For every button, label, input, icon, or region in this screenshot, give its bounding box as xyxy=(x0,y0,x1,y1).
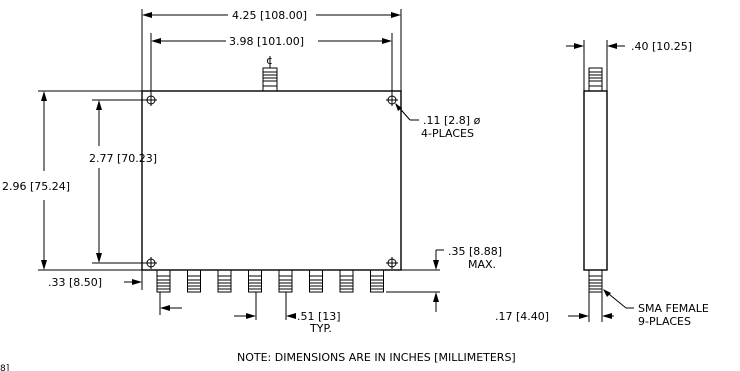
side-connector-bottom xyxy=(588,269,603,293)
sma-connector-top xyxy=(262,67,278,92)
side-offset-label: .17 [4.40] xyxy=(495,310,549,323)
mounting-hole-top-right xyxy=(386,94,398,106)
thickness-label: .40 [10.25] xyxy=(631,40,692,53)
connector-pitch-label: .51 [13] xyxy=(297,310,341,323)
hole-count-label: 4-PLACES xyxy=(421,127,474,140)
hole-spacing-height-label: 2.77 [70.23] xyxy=(89,152,157,165)
mounting-hole-bottom-right xyxy=(386,257,398,269)
corner-fragment: 8] xyxy=(0,364,9,371)
sma-connector-bottom-7 xyxy=(339,269,354,293)
sma-connector-bottom-5 xyxy=(278,269,293,293)
housing-side-view xyxy=(583,90,608,271)
sma-connector-bottom-3 xyxy=(217,269,232,293)
sma-connector-bottom-4 xyxy=(248,269,262,293)
hole-spacing-width-label: 3.98 [101.00] xyxy=(229,35,304,48)
overall-height-label: 2.96 [75.24] xyxy=(2,180,70,193)
sma-connector-bottom-6 xyxy=(309,269,323,293)
overall-width-label: 4.25 [108.00] xyxy=(232,9,307,22)
units-note: NOTE: DIMENSIONS ARE IN INCHES [MILLIMET… xyxy=(237,351,516,364)
connector-height-label: .35 [8.88] xyxy=(448,245,502,258)
connector-type-label: SMA FEMALE xyxy=(638,302,709,315)
edge-offset-label: .33 [8.50] xyxy=(48,276,102,289)
side-connector-top xyxy=(588,67,603,92)
connector-count-label: 9-PLACES xyxy=(638,315,691,328)
sma-connector-bottom-2 xyxy=(187,269,201,293)
sma-connector-bottom-8 xyxy=(370,269,384,293)
connector-height-note: MAX. xyxy=(468,258,496,271)
hole-diameter-label: .11 [2.8] ø xyxy=(423,114,481,127)
housing-front-view xyxy=(141,90,402,271)
sma-connectors-bottom xyxy=(156,269,384,293)
connector-pitch-note: TYP. xyxy=(309,322,332,335)
sma-connector-bottom-1 xyxy=(156,269,171,293)
